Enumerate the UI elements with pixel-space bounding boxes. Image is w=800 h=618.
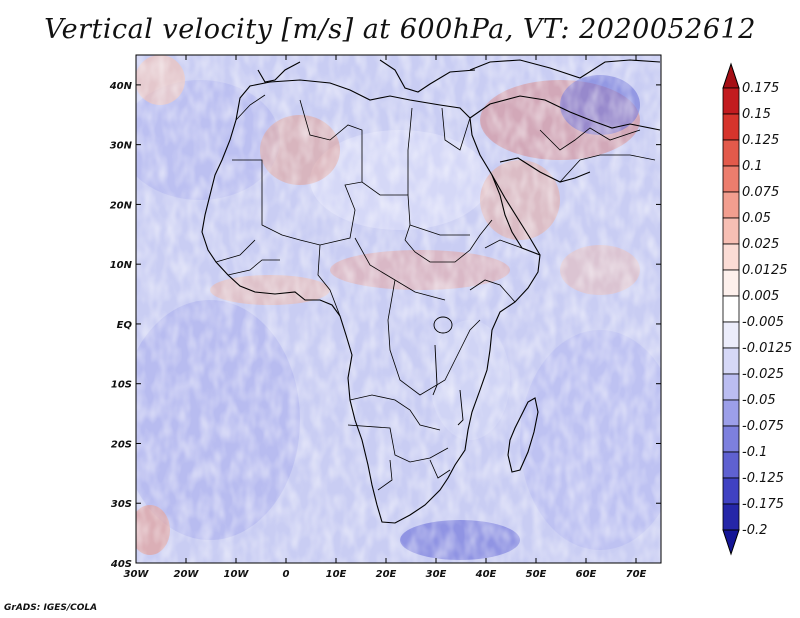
map-frame [135,54,662,564]
colorbar-label: -0.2 [742,523,767,538]
y-tick-label: 10S [111,380,132,391]
x-tick-label: 30E [426,569,447,580]
colorbar-segment [722,113,740,141]
colorbar-segment [722,165,740,193]
colorbar-segment [722,373,740,401]
coastlines [201,59,661,524]
colorbar-segment [722,503,740,531]
x-tick-label: 10E [326,569,347,580]
colorbar-top-triangle [722,62,740,89]
y-tick-label: 20S [111,439,132,450]
colorbar: 0.175 0.15 0.125 0.1 0.075 0.05 0.025 0.0125 0.0… [722,62,792,556]
colorbar-label: 0.005 [742,289,779,304]
colorbar-segment [722,269,740,297]
y-tick-label: 30S [111,499,132,510]
colorbar-segment [722,425,740,453]
colorbar-label: 0.1 [742,159,763,174]
x-tick-label: 0 [283,569,290,580]
colorbar-label: -0.005 [742,315,784,330]
y-tick-label: 40S [110,559,132,570]
colorbar-segment [722,347,740,375]
colorbar-label: 0.15 [742,107,771,122]
colorbar-segment [722,243,740,271]
colorbar-label: -0.05 [742,393,776,408]
x-tick-label: 60E [576,569,597,580]
colorbar-segment [722,191,740,219]
y-tick-label: 30N [110,141,133,152]
y-tick-label: 10N [110,260,133,271]
colorbar-label: -0.1 [742,445,767,460]
colorbar-label: 0.0125 [742,263,788,278]
colorbar-label: -0.0125 [742,341,792,356]
colorbar-segment [722,295,740,323]
colorbar-segment [722,451,740,479]
chart-title: Vertical velocity [m/s] at 600hPa, VT: 2… [44,14,756,45]
x-tick-label: 40E [475,569,497,580]
x-tick-label: 30W [124,569,150,580]
colorbar-label: -0.075 [742,419,784,434]
x-tick-label: 70E [626,569,647,580]
colorbar-bottom-triangle [722,529,740,556]
country-borders [215,94,656,491]
x-tick-label: 10W [224,569,250,580]
colorbar-label: 0.125 [742,133,779,148]
lakes [432,316,464,426]
colorbar-label: 0.025 [742,237,779,252]
x-tick-label: 50E [526,569,547,580]
colorbar-label: -0.025 [742,367,784,382]
y-tick-label: 40N [109,81,133,92]
colorbar-label: -0.125 [742,471,784,486]
y-tick-label: EQ [117,320,133,331]
x-tick-label: 20W [174,569,200,580]
colorbar-segment [722,87,740,115]
colorbar-segment [722,321,740,349]
y-tick-label: 20N [110,200,133,211]
colorbar-segment [722,399,740,427]
x-tick-label: 20E [376,569,397,580]
colorbar-segment [722,477,740,505]
colorbar-segment [722,139,740,167]
colorbar-label: 0.175 [742,81,779,96]
axis-ticks: 30W 20W 10W 0 10E 20E 30E 40E 50E 60E 70E 40N 30N 20N… [109,55,661,580]
colorbar-label: 0.05 [742,211,771,226]
colorbar-segment [722,217,740,245]
map-plot-area [136,55,661,563]
colorbar-label: -0.175 [742,497,784,512]
colorbar-label: 0.075 [742,185,779,200]
credit-text: GrADS: IGES/COLA [4,603,98,613]
